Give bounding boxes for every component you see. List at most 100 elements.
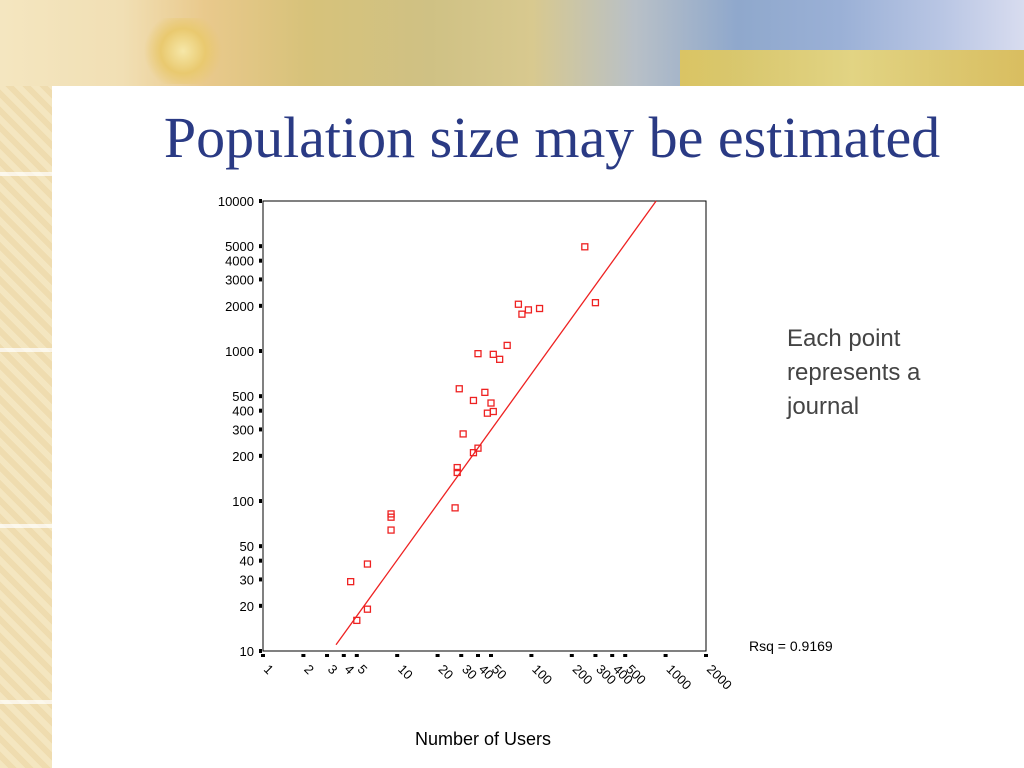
x-tick-mark (301, 654, 306, 657)
x-tick-mark (569, 654, 574, 657)
x-tick-mark (354, 654, 359, 657)
x-tick-mark (341, 654, 346, 657)
x-tick-mark (704, 654, 708, 657)
x-tick-mark (529, 654, 534, 657)
data-point (387, 513, 395, 521)
x-tick-mark (610, 654, 615, 657)
y-tick-mark (259, 349, 262, 353)
data-point (514, 300, 523, 308)
plot-area (262, 200, 707, 652)
x-tick-label: 2000 (704, 662, 735, 693)
data-points (347, 243, 600, 625)
data-point (469, 449, 478, 457)
x-tick-label: 10 (395, 662, 416, 683)
banner-divider (52, 86, 1024, 90)
x-tick-mark (489, 654, 494, 657)
top-decorative-banner (0, 0, 1024, 86)
y-tick-label: 4000 (225, 254, 254, 269)
y-tick-mark (259, 544, 262, 549)
y-tick-label: 40 (240, 554, 254, 569)
y-tick-mark (259, 244, 262, 249)
data-point (581, 243, 589, 251)
data-point (474, 350, 482, 358)
y-tick-mark (259, 199, 262, 203)
y-tick-label: 2000 (225, 299, 254, 314)
slide-title: Population size may be estimated (163, 105, 941, 170)
y-tick-label: 50 (240, 539, 254, 554)
rsq-annotation: Rsq = 0.9169 (749, 638, 833, 654)
x-tick-label: 5 (355, 662, 371, 678)
data-point (453, 463, 461, 472)
y-tick-mark (259, 453, 262, 458)
y-tick-label: 500 (232, 389, 254, 404)
data-point (387, 526, 395, 534)
left-decorative-band (0, 0, 52, 768)
data-point (453, 468, 461, 477)
y-tick-mark (259, 577, 262, 582)
data-point (363, 605, 372, 613)
y-tick-mark (259, 558, 262, 563)
y-tick-mark (259, 603, 262, 608)
y-tick-mark (259, 499, 262, 503)
x-tick-label: 4 (342, 662, 358, 678)
data-point (455, 385, 463, 393)
x-axis-label: Number of Users (415, 729, 551, 749)
x-tick-mark (663, 654, 668, 657)
data-point (469, 396, 478, 405)
y-tick-label: 100 (232, 494, 254, 509)
y-tick-label: 5000 (225, 239, 254, 254)
x-tick-label: 50 (489, 662, 510, 683)
note-line-2: represents a (787, 359, 921, 386)
data-point (347, 577, 355, 586)
regression-line (335, 200, 657, 646)
x-tick-mark (459, 654, 464, 657)
x-tick-mark (475, 654, 480, 657)
data-point (459, 430, 467, 438)
y-tick-mark (259, 277, 262, 282)
y-tick-label: 30 (240, 572, 254, 587)
y-tick-mark (259, 408, 262, 413)
x-tick-label: 20 (435, 662, 456, 683)
y-tick-mark (259, 394, 262, 399)
x-tick-mark (261, 654, 265, 657)
data-point (353, 616, 361, 625)
y-tick-label: 300 (232, 422, 254, 437)
y-tick-label: 10 (240, 644, 254, 659)
y-tick-mark (259, 649, 262, 653)
y-tick-mark (259, 427, 262, 432)
data-point (503, 341, 511, 350)
y-tick-label: 200 (232, 449, 254, 464)
data-point (481, 388, 489, 397)
x-tick-mark (593, 654, 598, 657)
data-point (496, 355, 504, 363)
y-tick-mark (259, 258, 262, 263)
data-point (474, 444, 482, 452)
x-tick-label: 3 (325, 662, 341, 678)
x-tick-mark (623, 654, 628, 657)
x-tick-mark (435, 654, 440, 657)
note-line-3: journal (787, 393, 860, 420)
y-tick-label: 10000 (218, 194, 254, 209)
x-tick-label: 100 (529, 662, 555, 688)
data-point (535, 304, 544, 313)
data-point (489, 350, 497, 358)
data-point (487, 399, 495, 407)
data-point (518, 310, 526, 318)
x-tick-mark (395, 654, 400, 657)
y-tick-mark (259, 303, 262, 308)
data-point (591, 299, 600, 307)
note-line-1: Each point (787, 325, 901, 352)
y-tick-label: 400 (232, 404, 254, 419)
x-tick-mark (325, 654, 330, 657)
side-note: Each point represents a journal (787, 322, 987, 424)
data-point (524, 306, 533, 314)
data-point (451, 504, 459, 512)
y-tick-label: 20 (240, 599, 254, 614)
y-tick-label: 3000 (225, 272, 254, 287)
data-point (363, 560, 372, 568)
y-tick-label: 1000 (225, 344, 254, 359)
x-tick-label: 2 (301, 662, 317, 678)
